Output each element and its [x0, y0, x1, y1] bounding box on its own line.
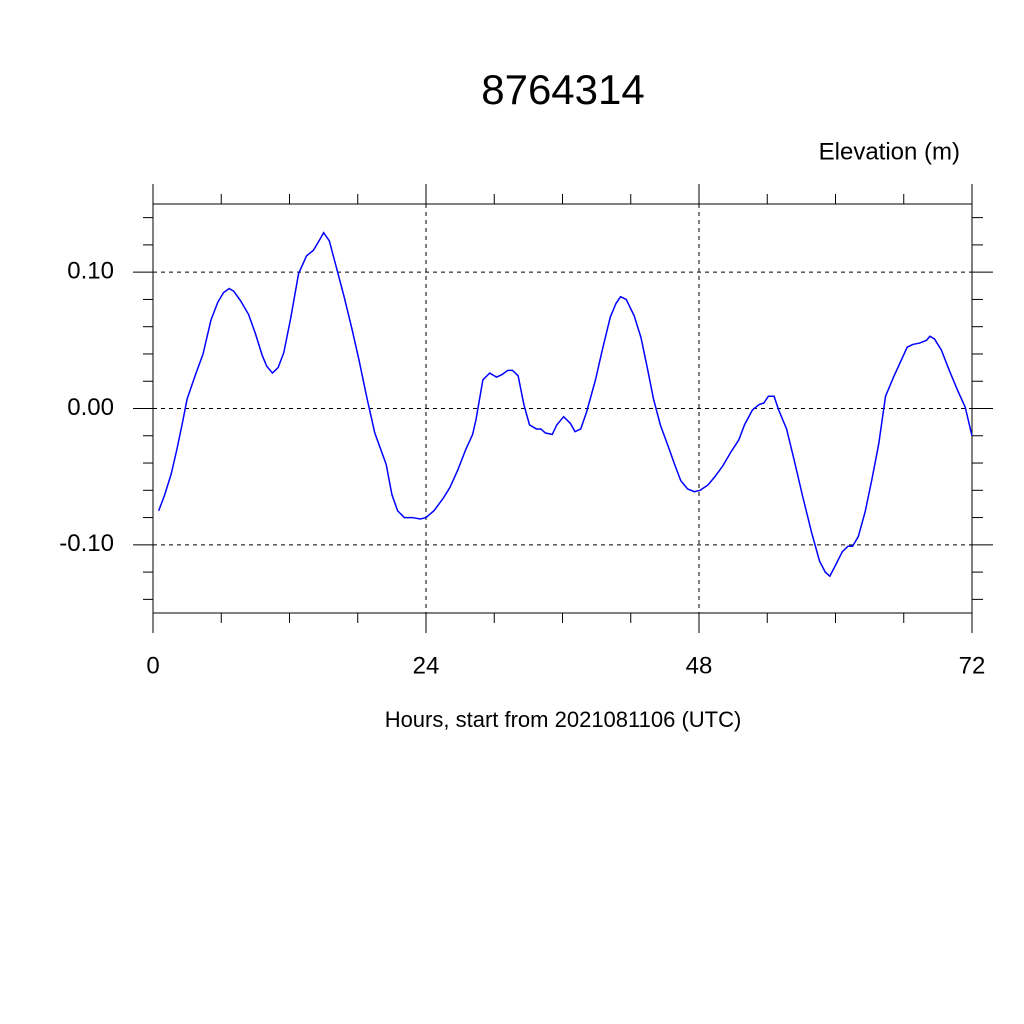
data-line — [157, 231, 973, 578]
y-tick-label: -0.10 — [59, 530, 114, 557]
y-tick-label: 0.00 — [67, 394, 114, 421]
x-tick-label: 48 — [686, 652, 713, 679]
y-axis-label: Elevation (m) — [819, 138, 960, 165]
x-tick-label: 24 — [413, 652, 440, 679]
chart-title: 8764314 — [481, 66, 645, 113]
plot-frame — [152, 203, 973, 614]
x-tick-label: 72 — [959, 652, 986, 679]
x-tick-label: 0 — [146, 652, 159, 679]
x-axis-label: Hours, start from 2021081106 (UTC) — [385, 707, 742, 732]
y-tick-label: 0.10 — [67, 258, 114, 285]
